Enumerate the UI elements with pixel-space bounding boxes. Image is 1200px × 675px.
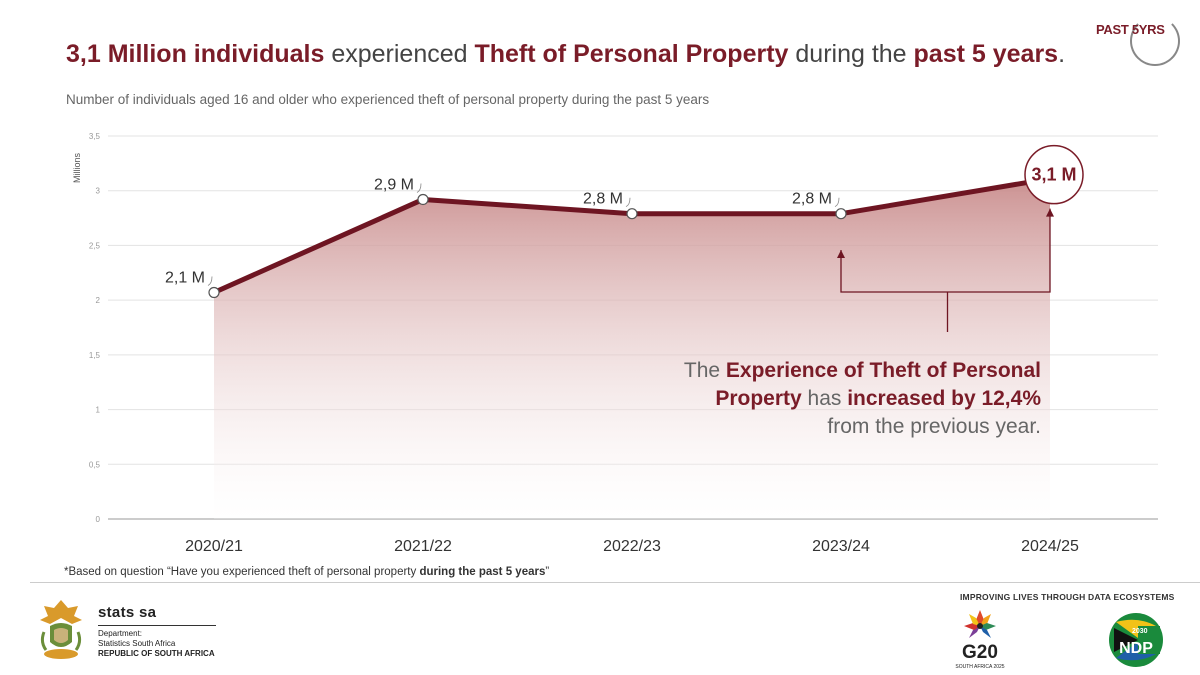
data-label-leader (625, 197, 631, 208)
line-area-chart: 0 0,5 1 1,5 2 2,5 3 3,5 Millions 2020/21 2021/22 20… (72, 132, 1158, 555)
rsa-label: REPUBLIC OF SOUTH AFRICA (98, 649, 215, 658)
x-tick-label: 2021/22 (394, 538, 452, 555)
data-label-leader (416, 183, 422, 193)
footnote-prefix: *Based on question “Have you experienced… (64, 566, 420, 578)
y-tick-label: 2,5 (89, 241, 101, 250)
data-point (626, 208, 638, 220)
annotation-line: Property has increased by 12,4% (715, 387, 1041, 410)
stats-sa-logo: stats sa Department: Statistics South Af… (36, 598, 236, 668)
y-axis-label: Millions (72, 153, 82, 184)
annotation-segment: The (684, 359, 726, 382)
ndp-text: NDP (1119, 640, 1153, 657)
footnote-suffix: ” (545, 566, 550, 578)
data-point (835, 208, 847, 220)
y-tick-label: 3,5 (89, 132, 101, 141)
annotation-line: The Experience of Theft of Personal (684, 359, 1041, 382)
coat-of-arms-icon (40, 600, 82, 659)
y-tick-label: 0 (96, 515, 101, 524)
bracket-arrowhead-right (1046, 208, 1054, 217)
y-tick-label: 2 (96, 296, 101, 305)
x-tick-label: 2024/25 (1021, 538, 1079, 555)
g20-text: G20 (962, 642, 998, 663)
footer-divider (30, 582, 1200, 583)
y-tick-label: 0,5 (89, 460, 101, 469)
title-part-1: 3,1 Million individuals (66, 40, 325, 68)
y-tick-label: 1 (96, 406, 101, 415)
x-tick-label: 2020/21 (185, 538, 243, 555)
improving-lives-tagline: IMPROVING LIVES THROUGH DATA ECOSYSTEMS (960, 592, 1175, 602)
title-part-2: experienced (324, 40, 475, 68)
g20-logo: G20 SOUTH AFRICA 2025 (952, 608, 1008, 672)
stats-sa-rule (98, 625, 216, 626)
annotation-segment: has (802, 387, 848, 410)
footnote-bold: during the past 5 years (419, 566, 546, 578)
data-label-leader (207, 276, 213, 286)
g20-subtext: SOUTH AFRICA 2025 (955, 664, 1005, 670)
data-label: 2,1 M (165, 269, 205, 286)
title-part-6: . (1058, 40, 1066, 68)
page-title: 3,1 Million individuals experienced Thef… (66, 40, 1065, 69)
data-point (417, 193, 429, 206)
highlight-data-label: 3,1 M (1031, 165, 1076, 185)
y-tick-label: 1,5 (89, 351, 101, 360)
data-label: 2,9 M (374, 176, 414, 193)
data-label: 2,8 M (792, 191, 832, 208)
past-5yrs-badge: PAST 5YRS (1096, 16, 1200, 66)
annotation-segment: increased by 12,4% (847, 387, 1041, 410)
title-part-3: Theft of Personal Property (474, 40, 789, 68)
data-point (208, 286, 220, 299)
bracket-arrowhead-left (837, 250, 845, 258)
title-part-5: past 5 years (913, 40, 1059, 68)
area-fill (214, 178, 1050, 520)
title-part-4: during the (788, 40, 914, 68)
y-tick-label: 3 (96, 187, 101, 196)
change-bracket (840, 208, 1051, 293)
dept-line-1: Department: (98, 629, 143, 638)
x-tick-label: 2022/23 (603, 538, 661, 555)
data-label: 2,8 M (583, 191, 623, 208)
highlight-circle (1024, 144, 1084, 205)
annotation-segment: from the previous year. (827, 415, 1041, 438)
data-label-leader (834, 197, 840, 208)
badge-text: PAST 5YRS (1096, 22, 1165, 37)
annotation-line: from the previous year. (827, 415, 1041, 438)
x-tick-label: 2023/24 (812, 538, 870, 555)
ndp-year: 2030 (1132, 628, 1148, 635)
annotation-segment: Experience of Theft of Personal (726, 359, 1041, 382)
footnote: *Based on question “Have you experienced… (64, 566, 549, 578)
g20-flower-icon (964, 610, 996, 638)
stats-sa-name: stats sa (98, 604, 157, 621)
stats-sa-department: Department: Statistics South Africa (98, 629, 175, 649)
page-subtitle: Number of individuals aged 16 and older … (66, 92, 710, 107)
dept-line-2: Statistics South Africa (98, 639, 176, 648)
ndp-2030-logo: 2030 NDP (1108, 612, 1164, 668)
ndp-emblem-icon (1109, 613, 1163, 667)
badge-ring-icon (1130, 16, 1180, 66)
annotation-segment: Property (715, 387, 802, 410)
